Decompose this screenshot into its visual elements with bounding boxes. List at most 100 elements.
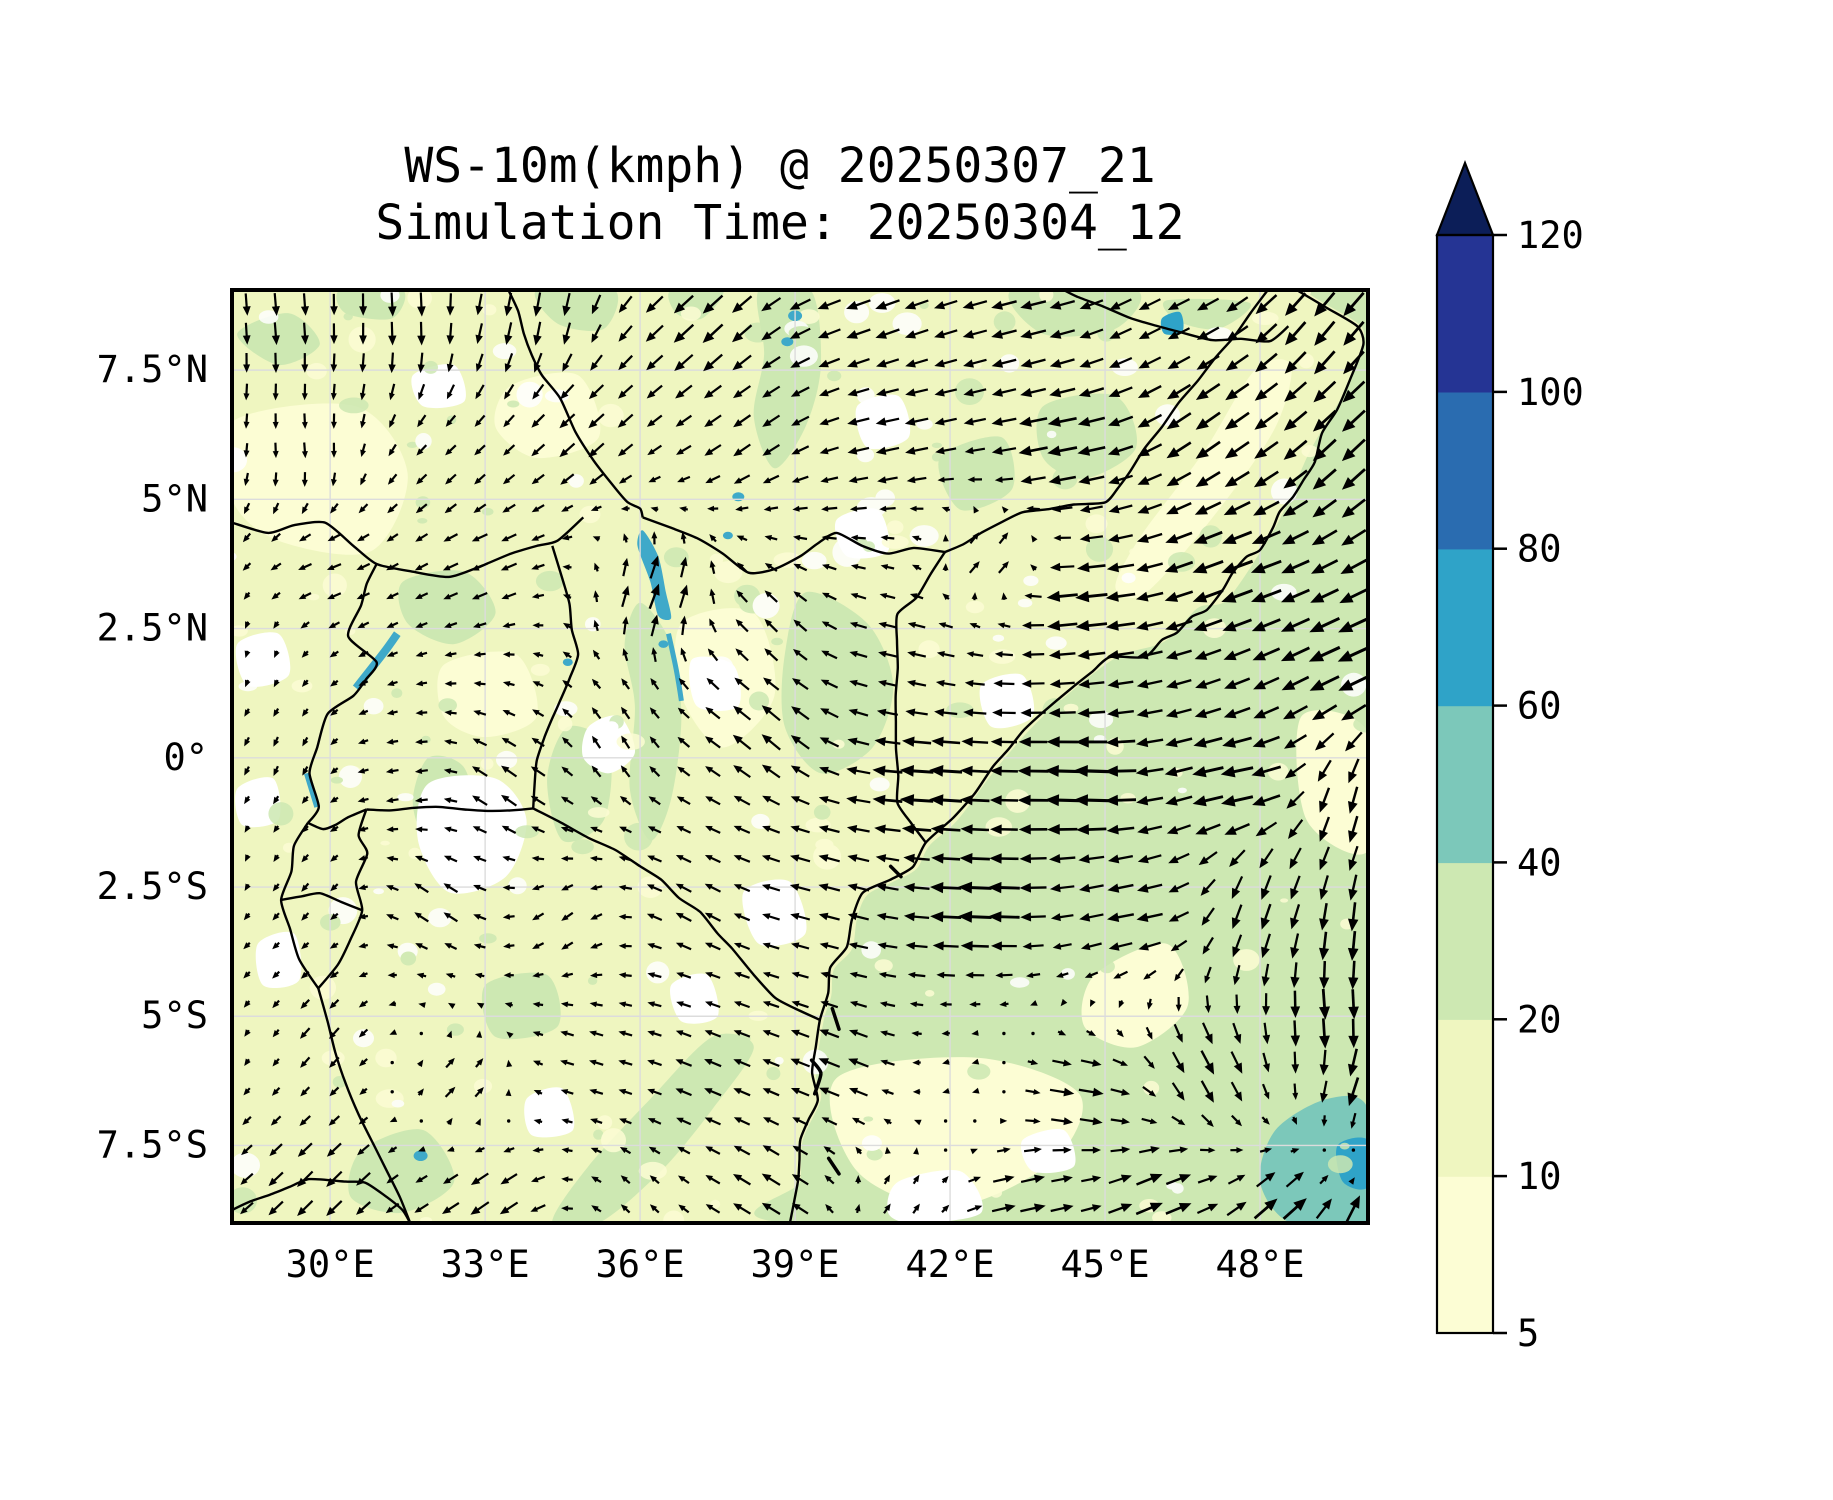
- wind-arrow-shaft: [1085, 622, 1108, 628]
- wind-arrow-shaft: [1028, 915, 1046, 919]
- speckle: [813, 804, 831, 820]
- wind-arrow-head: [1108, 388, 1121, 397]
- wind-arrow-shaft: [738, 1205, 751, 1215]
- speckle: [593, 1129, 604, 1140]
- wind-arrow-head: [385, 797, 394, 804]
- wind-arrow-head: [680, 556, 688, 567]
- wind-arrow-head: [846, 330, 858, 339]
- wind-arrow-head: [1293, 1171, 1304, 1182]
- wind-arrow-shaft: [1145, 532, 1163, 541]
- x-tick-label: 45°E: [1061, 1243, 1150, 1286]
- wind-arrow-head: [1233, 1062, 1243, 1074]
- wind-arrow-head: [1002, 561, 1009, 569]
- wind-arrow-head: [1339, 592, 1354, 604]
- wind-arrow-head: [414, 855, 423, 862]
- wind-arrow-head: [1073, 794, 1088, 807]
- wind-arrow-shaft: [681, 973, 692, 979]
- wind-arrow-shaft: [651, 914, 663, 922]
- wind-arrow-head: [1312, 418, 1327, 432]
- wind-arrow-head: [820, 1000, 829, 1007]
- wind-arrow-shaft: [1290, 439, 1308, 455]
- wind-arrow-head: [1138, 301, 1150, 310]
- wind-speed-patch-<5: [524, 1087, 575, 1138]
- wind-arrow-head: [357, 1148, 365, 1156]
- wind-arrow-head: [477, 1087, 484, 1095]
- wind-arrow-head: [647, 1118, 656, 1124]
- wind-arrow-shaft: [652, 1090, 662, 1096]
- wind-arrow-head: [851, 1117, 860, 1124]
- wind-arrow-head: [268, 1177, 277, 1187]
- speckle: [1085, 514, 1108, 534]
- wind-arrow-head: [356, 1177, 365, 1186]
- wind-arrow-shaft: [361, 592, 370, 598]
- wind-arrow-head: [1322, 1198, 1332, 1210]
- wind-arrow-shaft: [1348, 703, 1367, 717]
- wind-arrow-head: [733, 1174, 743, 1182]
- wind-arrow-head: [326, 564, 335, 570]
- wind-arrow-head: [417, 364, 425, 374]
- wind-arrow-shaft: [999, 388, 1017, 395]
- wind-arrow-shaft: [505, 739, 517, 748]
- wind-arrow-head: [1137, 505, 1150, 514]
- wind-arrow-shaft: [650, 324, 664, 338]
- wind-arrow-head: [499, 1206, 510, 1215]
- speckle: [784, 696, 793, 702]
- wind-arrow-head: [1150, 1146, 1160, 1154]
- wind-arrow-shaft: [1260, 618, 1281, 629]
- wind-arrow-head: [1075, 620, 1090, 632]
- wind-arrow-shaft: [854, 358, 870, 366]
- wind-arrow-shaft: [389, 1202, 400, 1211]
- wind-arrow-shaft: [1351, 989, 1356, 1010]
- wind-arrow-head: [1347, 947, 1359, 961]
- wind-arrow-head: [1235, 1119, 1242, 1127]
- wind-arrow-head: [473, 914, 481, 920]
- wind-arrow-shaft: [419, 383, 426, 395]
- wind-arrow-head: [911, 535, 920, 542]
- lake-turkana: [637, 530, 672, 621]
- wind-arrow-shaft: [506, 384, 515, 396]
- wind-arrow-head: [1195, 418, 1209, 430]
- wind-arrow-head: [1108, 475, 1120, 485]
- wind-arrow-head: [733, 1203, 743, 1211]
- wind-arrow-head: [676, 796, 685, 803]
- wind-arrow-head: [1033, 1089, 1041, 1095]
- wind-arrow-head: [1204, 1005, 1212, 1014]
- wind-arrow-shaft: [825, 885, 841, 892]
- wind-arrow-head: [243, 912, 251, 921]
- wind-arrow-head: [1309, 679, 1325, 691]
- wind-speed-patch-20-40: [1036, 393, 1138, 479]
- border-uganda-tanzania: [366, 805, 534, 813]
- wind-arrow-shaft: [563, 413, 576, 425]
- wind-arrow-shaft: [1202, 795, 1224, 803]
- wind-arrow-head: [763, 677, 772, 686]
- wind-dot: [507, 1119, 511, 1123]
- wind-arrow-shaft: [419, 592, 429, 598]
- wind-arrow-head: [416, 448, 424, 456]
- wind-arrow-head: [875, 300, 887, 310]
- wind-arrow-head: [1048, 475, 1061, 485]
- wind-arrow-head: [991, 417, 1003, 426]
- wind-arrow-head: [273, 768, 280, 776]
- wind-arrow-shaft: [506, 292, 513, 309]
- wind-arrow-head: [561, 972, 569, 978]
- wind-arrow-head: [270, 1118, 278, 1126]
- wind-arrow-head: [360, 421, 366, 429]
- wind-dot: [1002, 1060, 1006, 1065]
- wind-arrow-head: [1166, 418, 1180, 430]
- wind-arrow-head: [532, 1147, 540, 1153]
- wind-arrow-head: [709, 618, 715, 626]
- wind-arrow-shaft: [623, 710, 631, 720]
- wind-arrow-head: [820, 679, 830, 686]
- wind-arrow-head: [330, 738, 338, 746]
- wind-arrow-head: [1192, 591, 1208, 603]
- wind-arrow-shaft: [1232, 325, 1249, 338]
- wind-arrow-shaft: [1348, 587, 1368, 600]
- wind-arrow-shaft: [1234, 934, 1243, 951]
- wind-arrow-head: [942, 593, 950, 601]
- wind-arrow-head: [243, 450, 250, 458]
- wind-arrow-head: [1253, 476, 1267, 488]
- wind-arrow-shaft: [1291, 762, 1307, 775]
- wind-arrow-head: [1165, 621, 1178, 631]
- wind-arrow-head: [1020, 708, 1032, 718]
- wind-arrow-head: [559, 419, 569, 429]
